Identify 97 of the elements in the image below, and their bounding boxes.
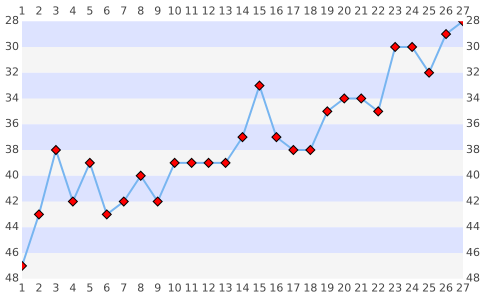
y-tick-label: 38 [4, 142, 19, 156]
y2-tick-label: 44 [466, 220, 480, 234]
x2-tick-label: 14 [236, 4, 250, 18]
point [84, 158, 95, 168]
point [68, 196, 78, 207]
x-tick-label: 2 [35, 281, 42, 294]
x2-tick-label: 25 [422, 4, 436, 18]
point [102, 209, 112, 220]
x2-tick-label: 18 [303, 4, 318, 18]
x2-tick-label: 3 [52, 4, 60, 18]
point [322, 106, 332, 116]
x2-tick-label: 6 [103, 4, 110, 18]
x2-tick-label: 23 [388, 4, 402, 18]
x2-tick-label: 26 [439, 4, 454, 18]
x-tick-label: 8 [137, 281, 144, 294]
x2-tick-label: 9 [154, 4, 162, 18]
y2-tick-label: 40 [466, 168, 480, 182]
x2-tick-label: 16 [269, 4, 284, 18]
x2-tick-label: 11 [184, 4, 199, 18]
point [356, 93, 366, 104]
x2-tick-label: 15 [252, 4, 266, 18]
x-tick-label: 20 [337, 281, 352, 294]
x-tick-label: 19 [320, 281, 334, 294]
x-tick-label: 12 [202, 281, 216, 294]
point [373, 106, 384, 116]
point [220, 158, 231, 168]
point [136, 170, 146, 181]
y-tick-label: 46 [4, 246, 19, 259]
y-tick-label: 44 [4, 220, 19, 234]
x-tick-label: 15 [252, 281, 266, 294]
point [238, 132, 248, 142]
y2-tick-label: 42 [466, 194, 480, 208]
y-tick-label: 36 [4, 117, 19, 130]
x-tick-label: 1 [18, 281, 26, 294]
x-tick-label: 21 [354, 281, 368, 294]
x2-tick-label: 10 [168, 4, 182, 18]
y2-tick-label: 36 [466, 117, 480, 130]
x2-tick-label: 5 [86, 4, 94, 18]
point [254, 80, 264, 91]
x2-tick-label: 1 [18, 4, 26, 18]
point [407, 42, 418, 52]
x-tick-label: 25 [422, 281, 436, 294]
point [118, 196, 129, 207]
y2-tick-label: 38 [466, 142, 480, 156]
x-tick-label: 22 [371, 281, 386, 294]
x-tick-label: 18 [303, 281, 318, 294]
point [424, 68, 434, 78]
x2-tick-label: 13 [218, 4, 233, 18]
x2-tick-label: 21 [354, 4, 368, 18]
x2-tick-label: 2 [35, 4, 42, 18]
x2-tick-label: 7 [120, 4, 128, 18]
x2-tick-label: 20 [337, 4, 352, 18]
y2-tick-label: 34 [466, 91, 480, 104]
x-tick-label: 11 [184, 281, 199, 294]
x-tick-label: 14 [236, 281, 250, 294]
point [170, 158, 180, 168]
point [50, 145, 61, 155]
x-tick-label: 16 [269, 281, 284, 294]
point [390, 42, 400, 52]
x-tick-label: 3 [52, 281, 60, 294]
y2-tick-label: 30 [466, 40, 480, 53]
x2-tick-label: 8 [137, 4, 144, 18]
x-tick-label: 17 [286, 281, 300, 294]
y2-tick-label: 46 [466, 246, 480, 259]
y-tick-label: 40 [4, 168, 19, 182]
x-tick-label: 9 [154, 281, 162, 294]
x-tick-label: 10 [168, 281, 182, 294]
x-tick-label: 23 [388, 281, 402, 294]
x2-tick-label: 17 [286, 4, 300, 18]
y2-tick-label: 32 [466, 66, 480, 79]
x2-tick-label: 12 [202, 4, 216, 18]
x2-tick-label: 24 [405, 4, 420, 18]
point [186, 158, 197, 168]
point [441, 29, 452, 40]
y-tick-label: 30 [4, 40, 19, 53]
point [305, 145, 316, 155]
point [34, 209, 44, 220]
y-tick-label: 48 [4, 272, 19, 285]
point [204, 158, 214, 168]
x2-tick-label: 4 [69, 4, 76, 18]
y-tick-label: 34 [4, 91, 19, 104]
x-tick-label: 6 [103, 281, 110, 294]
point [152, 196, 163, 207]
x-tick-label: 5 [86, 281, 94, 294]
point [288, 145, 298, 155]
y-tick-label: 42 [4, 194, 19, 208]
y-tick-label: 32 [4, 66, 19, 79]
x2-tick-label: 22 [371, 4, 386, 18]
y-tick-label: 28 [4, 14, 19, 28]
point [271, 132, 282, 142]
x-tick-label: 26 [439, 281, 454, 294]
x-tick-label: 7 [120, 281, 128, 294]
x-tick-label: 4 [69, 281, 76, 294]
x-tick-label: 13 [218, 281, 233, 294]
point [339, 93, 350, 104]
x-tick-label: 24 [405, 281, 420, 294]
x2-tick-label: 19 [320, 4, 334, 18]
